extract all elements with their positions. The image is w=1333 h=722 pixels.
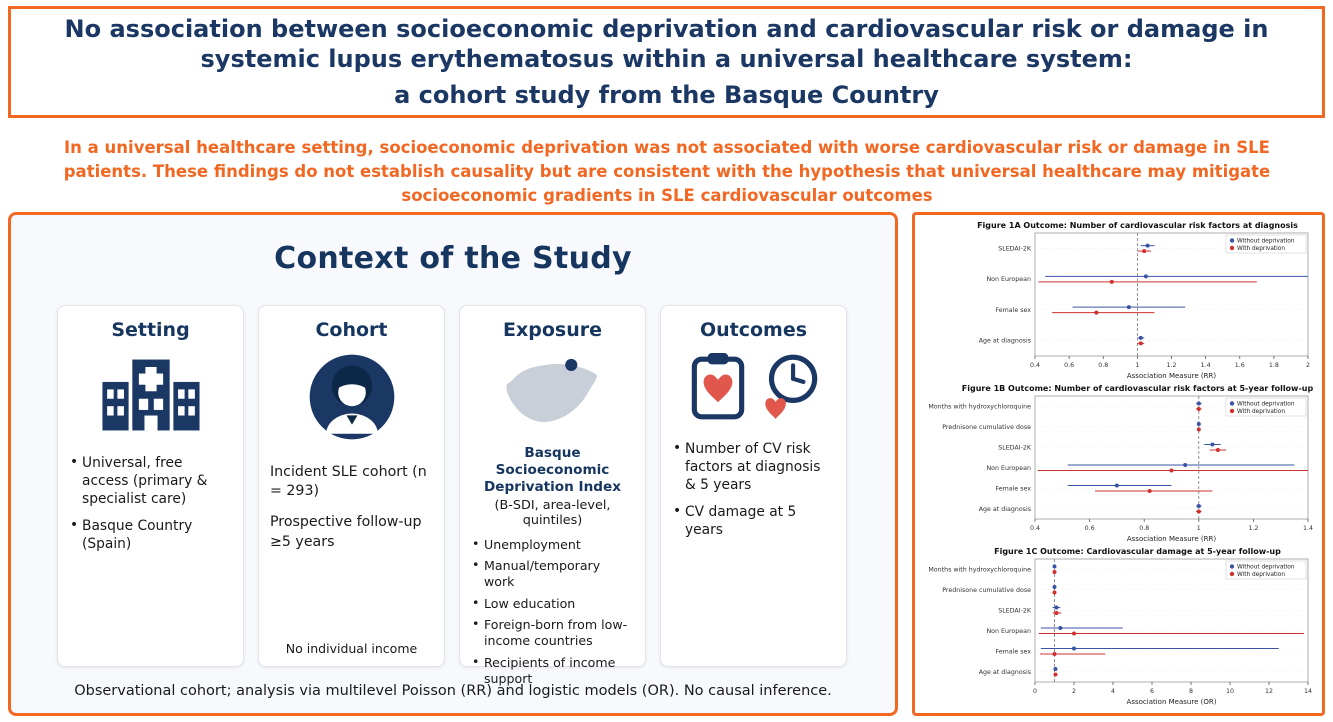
forest-plot: Figure 1A Outcome: Number of cardiovascu… <box>977 221 1310 380</box>
svg-text:Prednisone cumulative dose: Prednisone cumulative dose <box>942 587 1031 594</box>
svg-text:With deprivation: With deprivation <box>1237 572 1285 578</box>
svg-text:1: 1 <box>1135 362 1139 369</box>
exposure-bullets: Unemployment Manual/temporary work Low e… <box>471 536 634 693</box>
forest-plots: Figure 1A Outcome: Number of cardiovascu… <box>917 218 1320 707</box>
paper-subtitle: a cohort study from the Basque Country <box>394 80 939 109</box>
svg-text:1.2: 1.2 <box>1248 525 1258 532</box>
svg-text:0.6: 0.6 <box>1085 525 1095 532</box>
svg-text:1.4: 1.4 <box>1201 362 1211 369</box>
card-exposure: Exposure Basque Socioeconomic Deprivatio… <box>459 305 646 686</box>
card-title-outcomes: Outcomes <box>699 319 808 341</box>
svg-text:1.8: 1.8 <box>1269 362 1279 369</box>
person-icon <box>306 351 398 443</box>
context-cards: Setting <box>57 305 847 686</box>
outcomes-icons <box>687 351 821 427</box>
svg-text:Non European: Non European <box>986 465 1031 472</box>
svg-text:1.6: 1.6 <box>1235 362 1245 369</box>
context-panel: Context of the Study Setting <box>8 212 898 716</box>
forest-plot: Figure 1B Outcome: Number of cardiovascu… <box>928 384 1314 543</box>
svg-text:Figure 1B Outcome: Number of c: Figure 1B Outcome: Number of cardiovascu… <box>962 384 1314 393</box>
svg-text:14: 14 <box>1304 688 1312 695</box>
svg-text:4: 4 <box>1111 688 1115 695</box>
title-box: No association between socioeconomic dep… <box>8 6 1325 118</box>
svg-text:Months with hydroxychloroquine: Months with hydroxychloroquine <box>928 403 1031 410</box>
svg-text:SLEDAI-2K: SLEDAI-2K <box>998 245 1032 252</box>
svg-text:SLEDAI-2K: SLEDAI-2K <box>998 444 1032 451</box>
outcomes-bullet: Number of CV risk factors at diagnosis &… <box>672 440 835 495</box>
svg-text:Association Measure (RR): Association Measure (RR) <box>1127 535 1217 543</box>
svg-text:Non European: Non European <box>986 276 1031 283</box>
svg-text:0.4: 0.4 <box>1030 525 1040 532</box>
exposure-bullet: Unemployment <box>471 536 634 553</box>
svg-text:Age at diagnosis: Age at diagnosis <box>979 669 1031 676</box>
context-heading: Context of the Study <box>274 241 632 276</box>
svg-text:6: 6 <box>1150 688 1154 695</box>
svg-text:0.8: 0.8 <box>1139 525 1149 532</box>
exposure-bullet: Manual/temporary work <box>471 557 634 591</box>
svg-text:With deprivation: With deprivation <box>1237 409 1285 415</box>
svg-text:Prednisone cumulative dose: Prednisone cumulative dose <box>942 424 1031 431</box>
svg-text:With deprivation: With deprivation <box>1237 246 1285 252</box>
svg-text:Months with hydroxychloroquine: Months with hydroxychloroquine <box>928 566 1031 573</box>
svg-text:Female sex: Female sex <box>995 648 1031 655</box>
svg-text:Age at diagnosis: Age at diagnosis <box>979 338 1031 345</box>
card-outcomes: Outcomes <box>660 305 847 667</box>
svg-text:1.2: 1.2 <box>1166 362 1176 369</box>
hospital-icon <box>95 351 207 439</box>
exposure-bullet: Recipients of income support <box>471 654 634 688</box>
svg-text:0.4: 0.4 <box>1030 362 1040 369</box>
methods-footnote: Observational cohort; analysis via multi… <box>74 683 832 699</box>
cohort-line: Incident SLE cohort (n = 293) <box>270 464 427 500</box>
svg-text:8: 8 <box>1189 688 1193 695</box>
svg-text:Association Measure (OR): Association Measure (OR) <box>1127 698 1217 706</box>
setting-bullet: Basque Country (Spain) <box>69 517 232 554</box>
clock-heart-icon <box>759 351 821 427</box>
svg-text:Non European: Non European <box>986 628 1031 635</box>
svg-text:1.4: 1.4 <box>1303 525 1313 532</box>
svg-text:Figure 1C Outcome: Cardiovascu: Figure 1C Outcome: Cardiovascular damage… <box>994 547 1281 556</box>
svg-text:Age at diagnosis: Age at diagnosis <box>979 506 1031 513</box>
cohort-note: No individual income <box>285 641 418 656</box>
cohort-line: Prospective follow-up ≥5 years <box>270 514 422 550</box>
setting-bullets: Universal, free access (primary & specia… <box>69 454 232 563</box>
card-title-cohort: Cohort <box>315 319 388 341</box>
svg-text:1: 1 <box>1197 525 1201 532</box>
clipboard-heart-icon <box>687 351 749 427</box>
svg-text:2: 2 <box>1306 362 1310 369</box>
exposure-bullet: Foreign-born from low-income countries <box>471 616 634 650</box>
chart-slot: Figure 1A Outcome: Number of cardiovascu… <box>917 218 1320 381</box>
svg-text:10: 10 <box>1226 688 1234 695</box>
exposure-bullet: Low education <box>471 595 634 612</box>
svg-text:0: 0 <box>1033 688 1037 695</box>
outcomes-bullets: Number of CV risk factors at diagnosis &… <box>672 440 835 549</box>
card-setting: Setting <box>57 305 244 667</box>
svg-text:0.8: 0.8 <box>1098 362 1108 369</box>
svg-text:Without deprivation: Without deprivation <box>1237 402 1295 408</box>
svg-text:Without deprivation: Without deprivation <box>1237 239 1295 245</box>
figures-panel: Figure 1A Outcome: Number of cardiovascu… <box>912 212 1325 716</box>
chart-slot: Figure 1C Outcome: Cardiovascular damage… <box>917 544 1320 707</box>
spain-map-icon <box>494 351 612 431</box>
forest-plot: Figure 1C Outcome: Cardiovascular damage… <box>928 547 1312 706</box>
svg-text:Association Measure (RR): Association Measure (RR) <box>1127 372 1217 380</box>
svg-text:Without deprivation: Without deprivation <box>1237 565 1295 571</box>
card-title-exposure: Exposure <box>503 319 602 341</box>
outcomes-bullet: CV damage at 5 years <box>672 503 835 540</box>
card-cohort: Cohort Incident SLE cohort (n = 293) Pro… <box>258 305 445 667</box>
svg-text:0.6: 0.6 <box>1064 362 1074 369</box>
svg-text:Female sex: Female sex <box>995 485 1031 492</box>
svg-text:12: 12 <box>1265 688 1273 695</box>
exposure-subheading: (B-SDI, area-level, quintiles) <box>494 497 611 529</box>
svg-text:Female sex: Female sex <box>995 307 1031 314</box>
svg-text:Figure 1A Outcome: Number of c: Figure 1A Outcome: Number of cardiovascu… <box>977 221 1298 230</box>
setting-bullet: Universal, free access (primary & specia… <box>69 454 232 509</box>
paper-title: No association between socioeconomic dep… <box>64 15 1269 73</box>
key-message: In a universal healthcare setting, socio… <box>63 138 1271 205</box>
svg-text:2: 2 <box>1072 688 1076 695</box>
card-title-setting: Setting <box>111 319 190 341</box>
svg-text:SLEDAI-2K: SLEDAI-2K <box>998 607 1032 614</box>
exposure-heading: Basque Socioeconomic Deprivation Index <box>484 445 621 495</box>
chart-slot: Figure 1B Outcome: Number of cardiovascu… <box>917 381 1320 544</box>
